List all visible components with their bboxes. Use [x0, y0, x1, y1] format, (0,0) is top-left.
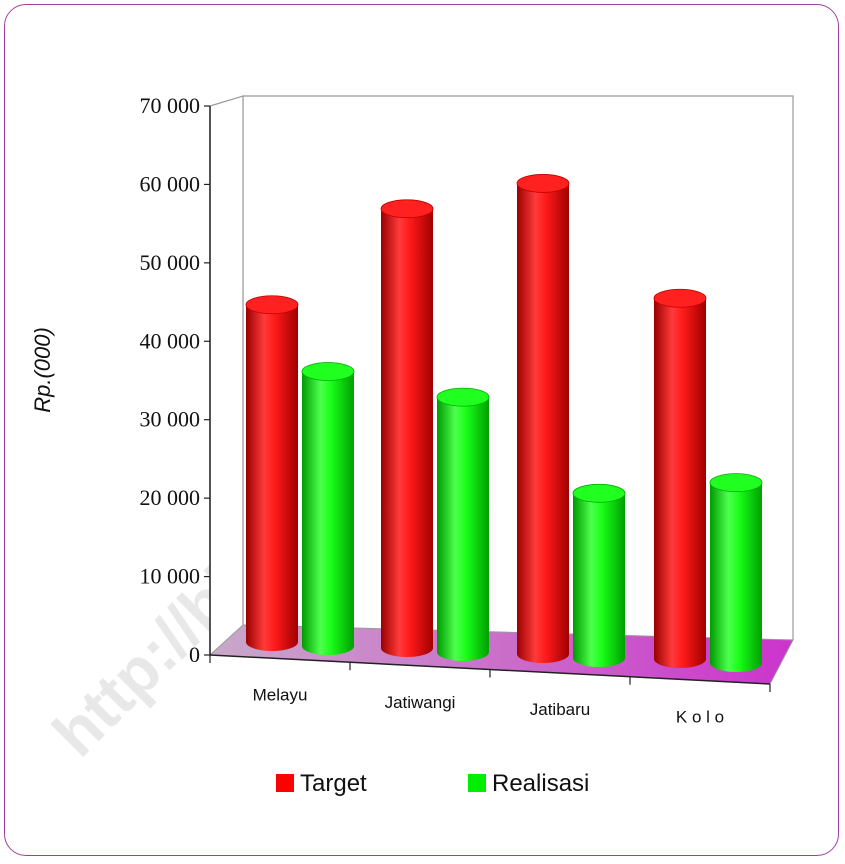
- y-tick-label: 70 000: [140, 93, 201, 118]
- bar-realisasi: [437, 388, 489, 661]
- y-tick-label: 50 000: [140, 250, 201, 275]
- y-tick-label: 20 000: [140, 485, 201, 510]
- bar-realisasi: [710, 474, 762, 672]
- bar-target: [517, 174, 569, 663]
- y-tick-label: 40 000: [140, 328, 201, 353]
- legend-label-target: Target: [300, 770, 367, 797]
- legend-swatch-target: [276, 774, 294, 792]
- bar-top: [246, 296, 298, 314]
- legend-swatch-realisasi: [468, 774, 486, 792]
- x-tick-label: Jatiwangi: [385, 693, 456, 712]
- bar-target: [654, 289, 706, 668]
- x-tick-label: Jatibaru: [530, 700, 590, 719]
- legend-label-realisasi: Realisasi: [492, 770, 589, 797]
- bar-target: [246, 296, 298, 651]
- y-tick-label: 60 000: [140, 171, 201, 196]
- bar-body: [437, 397, 489, 661]
- bar-top: [710, 474, 762, 492]
- side-wall: [210, 96, 243, 655]
- bar-body: [246, 305, 298, 651]
- bar-target: [381, 200, 433, 657]
- bar-body: [654, 298, 706, 668]
- bar-body: [381, 209, 433, 657]
- x-tick-label: K o l o: [676, 707, 724, 726]
- bar-top: [302, 363, 354, 381]
- y-tick-label: 30 000: [140, 407, 201, 432]
- bar-realisasi: [302, 363, 354, 656]
- bar-top: [517, 174, 569, 192]
- y-axis-label: Rp.(000): [30, 327, 55, 413]
- bar-realisasi: [573, 484, 625, 667]
- bar-top: [381, 200, 433, 218]
- y-tick-label: 10 000: [140, 564, 201, 589]
- bar-body: [710, 483, 762, 672]
- x-tick-label: Melayu: [253, 686, 308, 705]
- bar-body: [517, 183, 569, 663]
- bar-body: [573, 493, 625, 667]
- bar-body: [302, 372, 354, 656]
- y-tick-label: 0: [189, 642, 200, 667]
- bar-top: [437, 388, 489, 406]
- bar-top: [573, 484, 625, 502]
- bar-top: [654, 289, 706, 307]
